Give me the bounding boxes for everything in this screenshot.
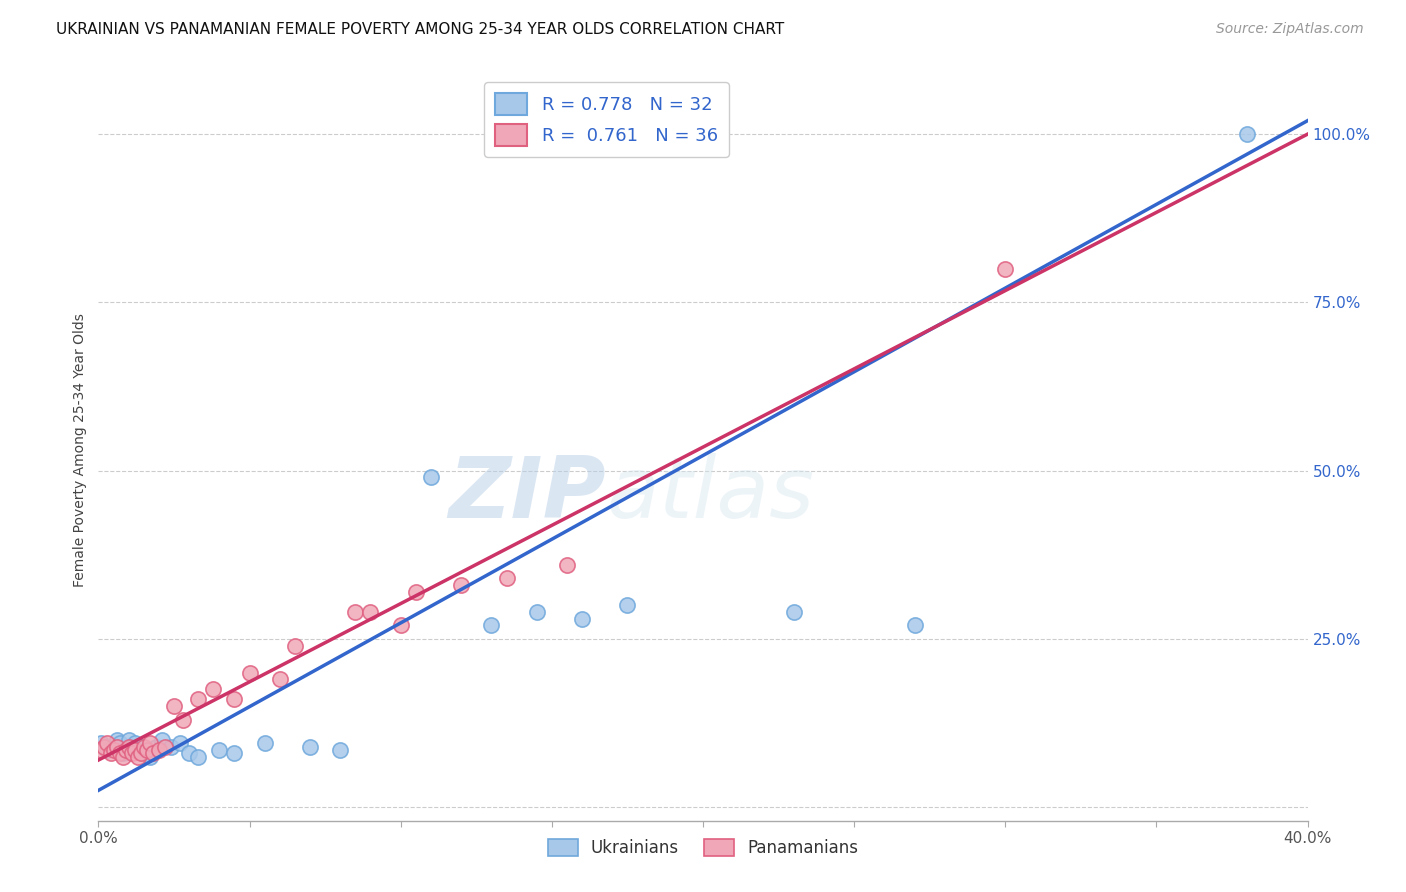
Point [96,736,118,750]
Point [135,743,157,757]
Point [121,747,143,761]
Point [360,605,382,619]
Point [179,747,201,761]
Point [105,732,128,747]
Point [150,732,173,747]
Point [526,605,548,619]
Point [90,743,112,757]
Point [450,578,472,592]
Point [114,743,136,757]
Point [121,739,143,754]
Point [127,743,149,757]
Point [139,749,162,764]
Point [111,749,134,764]
Point [103,743,125,757]
Point [389,618,412,632]
Point [163,699,186,714]
Point [187,692,209,706]
Point [253,736,276,750]
Point [108,736,131,750]
Point [142,747,165,761]
Point [90,736,112,750]
Point [1236,127,1258,141]
Point [132,739,155,754]
Point [172,713,194,727]
Point [124,736,146,750]
Point [420,470,443,484]
Point [904,618,927,632]
Point [571,612,593,626]
Point [124,743,146,757]
Point [284,639,307,653]
Point [96,743,118,757]
Point [114,743,136,757]
Point [224,692,246,706]
Point [145,739,167,754]
Point [118,732,141,747]
Point [127,749,149,764]
Point [103,739,125,754]
Point [208,743,231,757]
Point [783,605,806,619]
Text: ZIP: ZIP [449,453,606,536]
Point [153,739,176,754]
Point [202,682,225,697]
Point [616,599,638,613]
Point [148,743,170,757]
Point [269,673,291,687]
Legend: Ukrainians, Panamanians: Ukrainians, Panamanians [541,832,865,864]
Point [169,736,191,750]
Text: Source: ZipAtlas.com: Source: ZipAtlas.com [1216,22,1364,37]
Text: atlas: atlas [606,453,814,536]
Point [160,739,183,754]
Point [132,747,155,761]
Point [118,739,141,754]
Point [108,747,131,761]
Point [224,747,246,761]
Point [129,747,152,761]
Point [994,261,1017,276]
Point [299,739,322,754]
Point [495,571,517,585]
Y-axis label: Female Poverty Among 25-34 Year Olds: Female Poverty Among 25-34 Year Olds [73,313,87,588]
Point [111,747,134,761]
Point [187,749,209,764]
Point [93,739,115,754]
Point [481,618,503,632]
Text: UKRAINIAN VS PANAMANIAN FEMALE POVERTY AMONG 25-34 YEAR OLDS CORRELATION CHART: UKRAINIAN VS PANAMANIAN FEMALE POVERTY A… [56,22,785,37]
Point [344,605,367,619]
Point [139,736,162,750]
Point [105,739,128,754]
Point [329,743,352,757]
Point [239,665,262,680]
Point [405,584,427,599]
Point [100,747,122,761]
Point [555,558,578,572]
